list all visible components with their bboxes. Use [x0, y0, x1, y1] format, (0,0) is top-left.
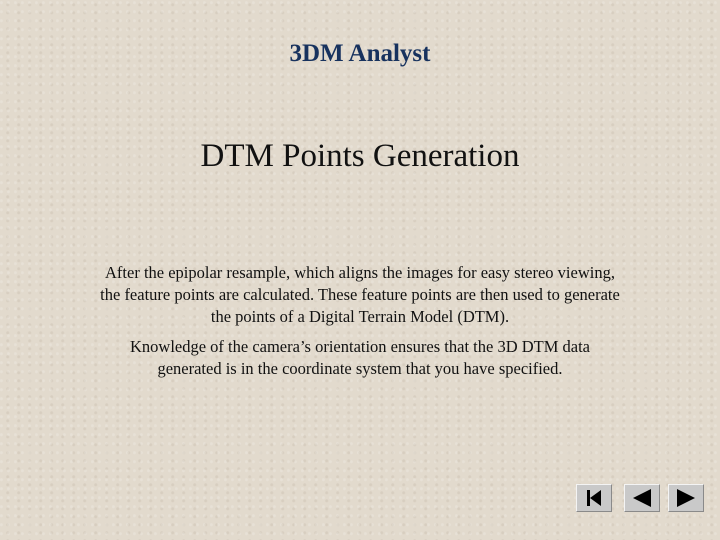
- text-line: generated is in the coordinate system th…: [157, 359, 563, 378]
- next-icon: [677, 489, 695, 507]
- slide-title: DTM Points Generation: [200, 138, 520, 174]
- first-icon: [587, 490, 601, 506]
- previous-slide-button[interactable]: [624, 484, 660, 512]
- paragraph: Knowledge of the camera’s orientation en…: [0, 336, 720, 380]
- text-line: the points of a Digital Terrain Model (D…: [210, 307, 510, 326]
- text-line: the feature points are calculated. These…: [100, 285, 620, 304]
- previous-icon: [633, 489, 651, 507]
- header-title: 3DM Analyst: [289, 40, 431, 67]
- text-line: After the epipolar resample, which align…: [105, 263, 615, 282]
- slide-body: After the epipolar resample, which align…: [0, 262, 720, 388]
- first-slide-button[interactable]: [576, 484, 612, 512]
- next-slide-button[interactable]: [668, 484, 704, 512]
- paragraph: After the epipolar resample, which align…: [0, 262, 720, 328]
- text-line: Knowledge of the camera’s orientation en…: [129, 337, 591, 356]
